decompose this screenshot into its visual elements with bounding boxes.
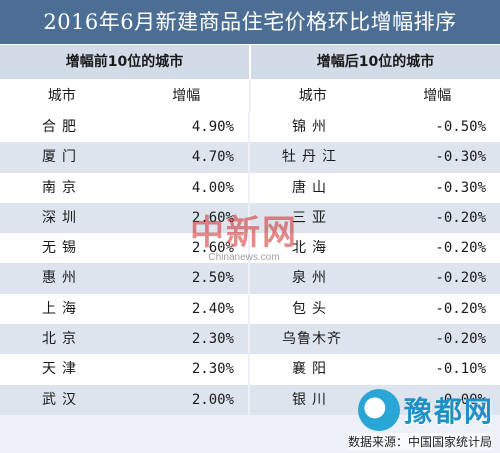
table-row: 武汉 2.00% 银川 0.00% (0, 384, 500, 415)
bottom-value: -0.20% (435, 331, 486, 348)
site-logo: 豫都网 (357, 389, 494, 431)
bottom-city: 襄阳 (292, 361, 332, 378)
top-city: 上海 (42, 300, 82, 317)
table-row: 上海 2.40% 包头 -0.20% (0, 293, 500, 325)
bottom-value: -0.20% (435, 209, 486, 226)
top-value: 2.30% (124, 324, 250, 355)
bottom-city: 唐山 (292, 179, 332, 196)
bottom-value: 0.00% (443, 391, 486, 408)
table-row: 南京 4.00% 唐山 -0.30% (0, 172, 500, 203)
column-header-increase-right: 增幅 (423, 88, 452, 104)
bottom-city: 三亚 (292, 209, 332, 226)
top-city: 厦门 (42, 149, 82, 166)
data-source-note: 数据来源：中国国家统计局 (347, 433, 492, 450)
top-value: 2.60% (124, 233, 250, 264)
bottom-city: 包头 (292, 300, 332, 317)
top-value: 4.00% (124, 172, 250, 203)
top-value: 2.00% (124, 384, 250, 415)
bottom-value: -0.20% (435, 270, 486, 287)
bottom-value: -0.50% (435, 119, 486, 135)
bottom-city: 锦州 (292, 119, 332, 135)
bottom-value: -0.20% (435, 300, 486, 317)
table-row: 深圳 2.60% 三亚 -0.20% (0, 202, 500, 234)
top-value: 2.30% (124, 354, 250, 385)
table-row: 天津 2.30% 襄阳 -0.10% (0, 354, 500, 385)
table-row: 无锡 2.60% 北海 -0.20% (0, 233, 500, 264)
top-value: 4.90% (124, 112, 250, 143)
bottom-value: -0.30% (435, 149, 486, 166)
table-row: 惠州 2.50% 泉州 -0.20% (0, 263, 500, 294)
column-header-city-left: 城市 (47, 88, 76, 104)
top-city: 天津 (42, 361, 82, 378)
table-row: 北京 2.30% 乌鲁木齐 -0.20% (0, 324, 500, 355)
table-title: 2016年6月新建商品住宅价格环比增幅排序 (0, 0, 500, 44)
bottom-city: 泉州 (292, 270, 332, 287)
top-city: 惠州 (42, 270, 82, 287)
bottom-city: 乌鲁木齐 (282, 331, 342, 348)
group-header-top: 增幅前10位的城市 (0, 45, 251, 79)
table-row: 厦门 4.70% 牡丹江 -0.30% (0, 142, 500, 173)
column-header-city-right: 城市 (298, 88, 327, 104)
bottom-city: 牡丹江 (282, 149, 342, 166)
logo-swirl-icon (357, 389, 400, 431)
bottom-city: 北海 (292, 240, 332, 257)
group-header-bottom: 增幅后10位的城市 (316, 54, 435, 70)
top-city: 合肥 (42, 119, 82, 135)
group-header-row: 增幅前10位的城市 增幅后10位的城市 (0, 44, 500, 80)
top-city: 武汉 (42, 391, 82, 408)
logo-text: 豫都网 (403, 395, 494, 428)
top-value: 2.60% (124, 202, 250, 234)
top-city: 深圳 (42, 209, 82, 226)
bottom-value: -0.10% (435, 361, 486, 378)
column-header-increase-left: 增幅 (124, 80, 251, 112)
top-city: 无锡 (42, 240, 82, 257)
bottom-value: -0.20% (435, 240, 486, 257)
top-value: 2.50% (124, 263, 250, 294)
bottom-city: 银川 (292, 391, 332, 408)
top-value: 2.40% (124, 293, 250, 325)
top-city: 北京 (42, 331, 82, 348)
table-body: 合肥 4.90% 锦州 -0.50% 厦门 4.70% 牡丹江 -0.30% 南… (0, 112, 500, 415)
top-city: 南京 (42, 179, 82, 196)
top-value: 4.70% (124, 142, 250, 173)
column-header-row: 城市 增幅 城市 增幅 (0, 80, 500, 112)
table-row: 合肥 4.90% 锦州 -0.50% (0, 112, 500, 143)
bottom-value: -0.30% (435, 179, 486, 196)
